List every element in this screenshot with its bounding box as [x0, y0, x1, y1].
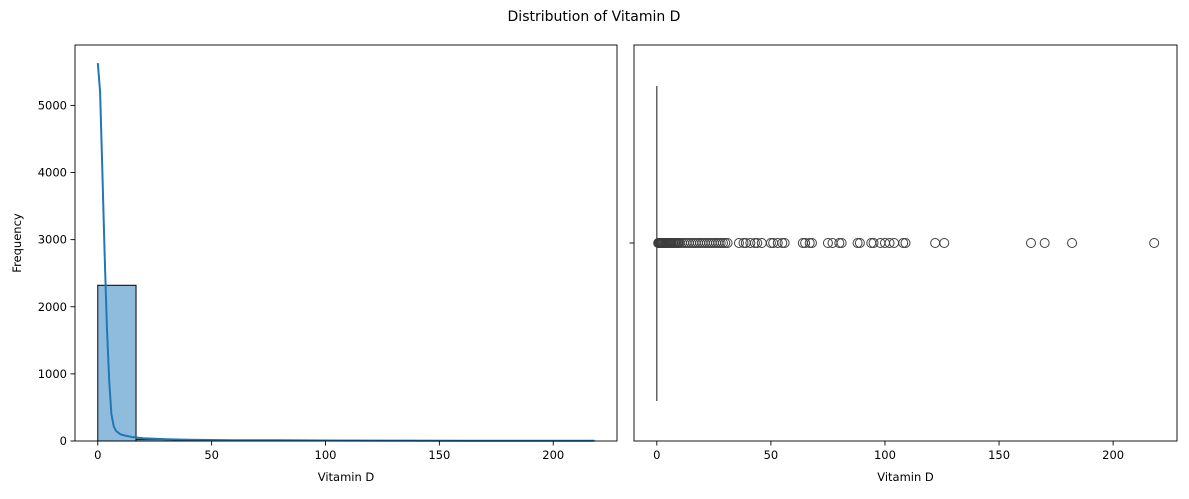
outlier-point [867, 239, 876, 248]
x-tick-label: 0 [653, 448, 660, 462]
outlier-point [855, 239, 864, 248]
boxplot-axes-frame [634, 45, 1177, 441]
outlier-point [1150, 239, 1159, 248]
figure-title: Distribution of Vitamin D [508, 9, 681, 25]
outlier-point [899, 239, 908, 248]
boxplot-outliers [654, 239, 1159, 248]
y-tick-label: 5000 [38, 98, 67, 112]
y-tick-label: 2000 [38, 300, 67, 314]
histogram-y-label: Frequency [10, 213, 24, 273]
y-tick-label: 4000 [38, 166, 67, 180]
histogram-x-ticks: 0 50 100 150 200 [94, 441, 564, 462]
outlier-point [853, 239, 862, 248]
outlier-point [837, 239, 846, 248]
outlier-point [780, 239, 789, 248]
x-tick-label: 150 [428, 448, 450, 462]
x-tick-label: 50 [764, 448, 779, 462]
boxplot-x-label: Vitamin D [877, 470, 934, 484]
boxplot-x-ticks: 0 50 100 150 200 [653, 441, 1124, 462]
histogram-axes-frame [75, 45, 617, 441]
outlier-point [940, 239, 949, 248]
x-tick-label: 100 [874, 448, 896, 462]
x-tick-label: 0 [94, 448, 101, 462]
outlier-point [1040, 239, 1049, 248]
x-tick-label: 100 [315, 448, 337, 462]
outlier-point [901, 239, 910, 248]
histogram-y-ticks: 0 1000 2000 3000 4000 5000 [38, 98, 75, 448]
y-tick-label: 0 [60, 434, 67, 448]
histogram-panel: 0 50 100 150 200 0 1000 2000 3000 4000 5000 Vitam… [10, 45, 617, 484]
outlier-point [835, 239, 844, 248]
outlier-point [931, 239, 940, 248]
y-tick-label: 3000 [38, 233, 67, 247]
histogram-bar [98, 285, 136, 441]
histogram-x-label: Vitamin D [318, 470, 375, 484]
x-tick-label: 150 [988, 448, 1010, 462]
x-tick-label: 50 [204, 448, 219, 462]
x-tick-label: 200 [542, 448, 564, 462]
y-tick-label: 1000 [38, 367, 67, 381]
x-tick-label: 200 [1102, 448, 1124, 462]
histogram-bars [98, 285, 595, 441]
outlier-point [807, 239, 816, 248]
boxplot-panel: 0 50 100 150 200 Vitamin D [630, 45, 1178, 484]
outlier-point [1026, 239, 1035, 248]
outlier-point [1068, 239, 1077, 248]
kde-line [98, 63, 594, 441]
